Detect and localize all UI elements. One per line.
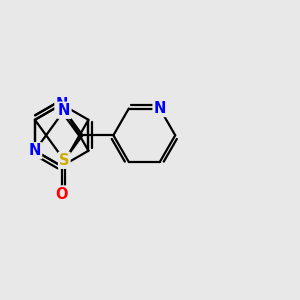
Text: N: N — [58, 103, 70, 118]
Text: S: S — [59, 153, 70, 168]
Text: N: N — [154, 101, 166, 116]
Text: N: N — [29, 143, 41, 158]
Text: N: N — [56, 97, 68, 112]
Text: O: O — [56, 187, 68, 202]
